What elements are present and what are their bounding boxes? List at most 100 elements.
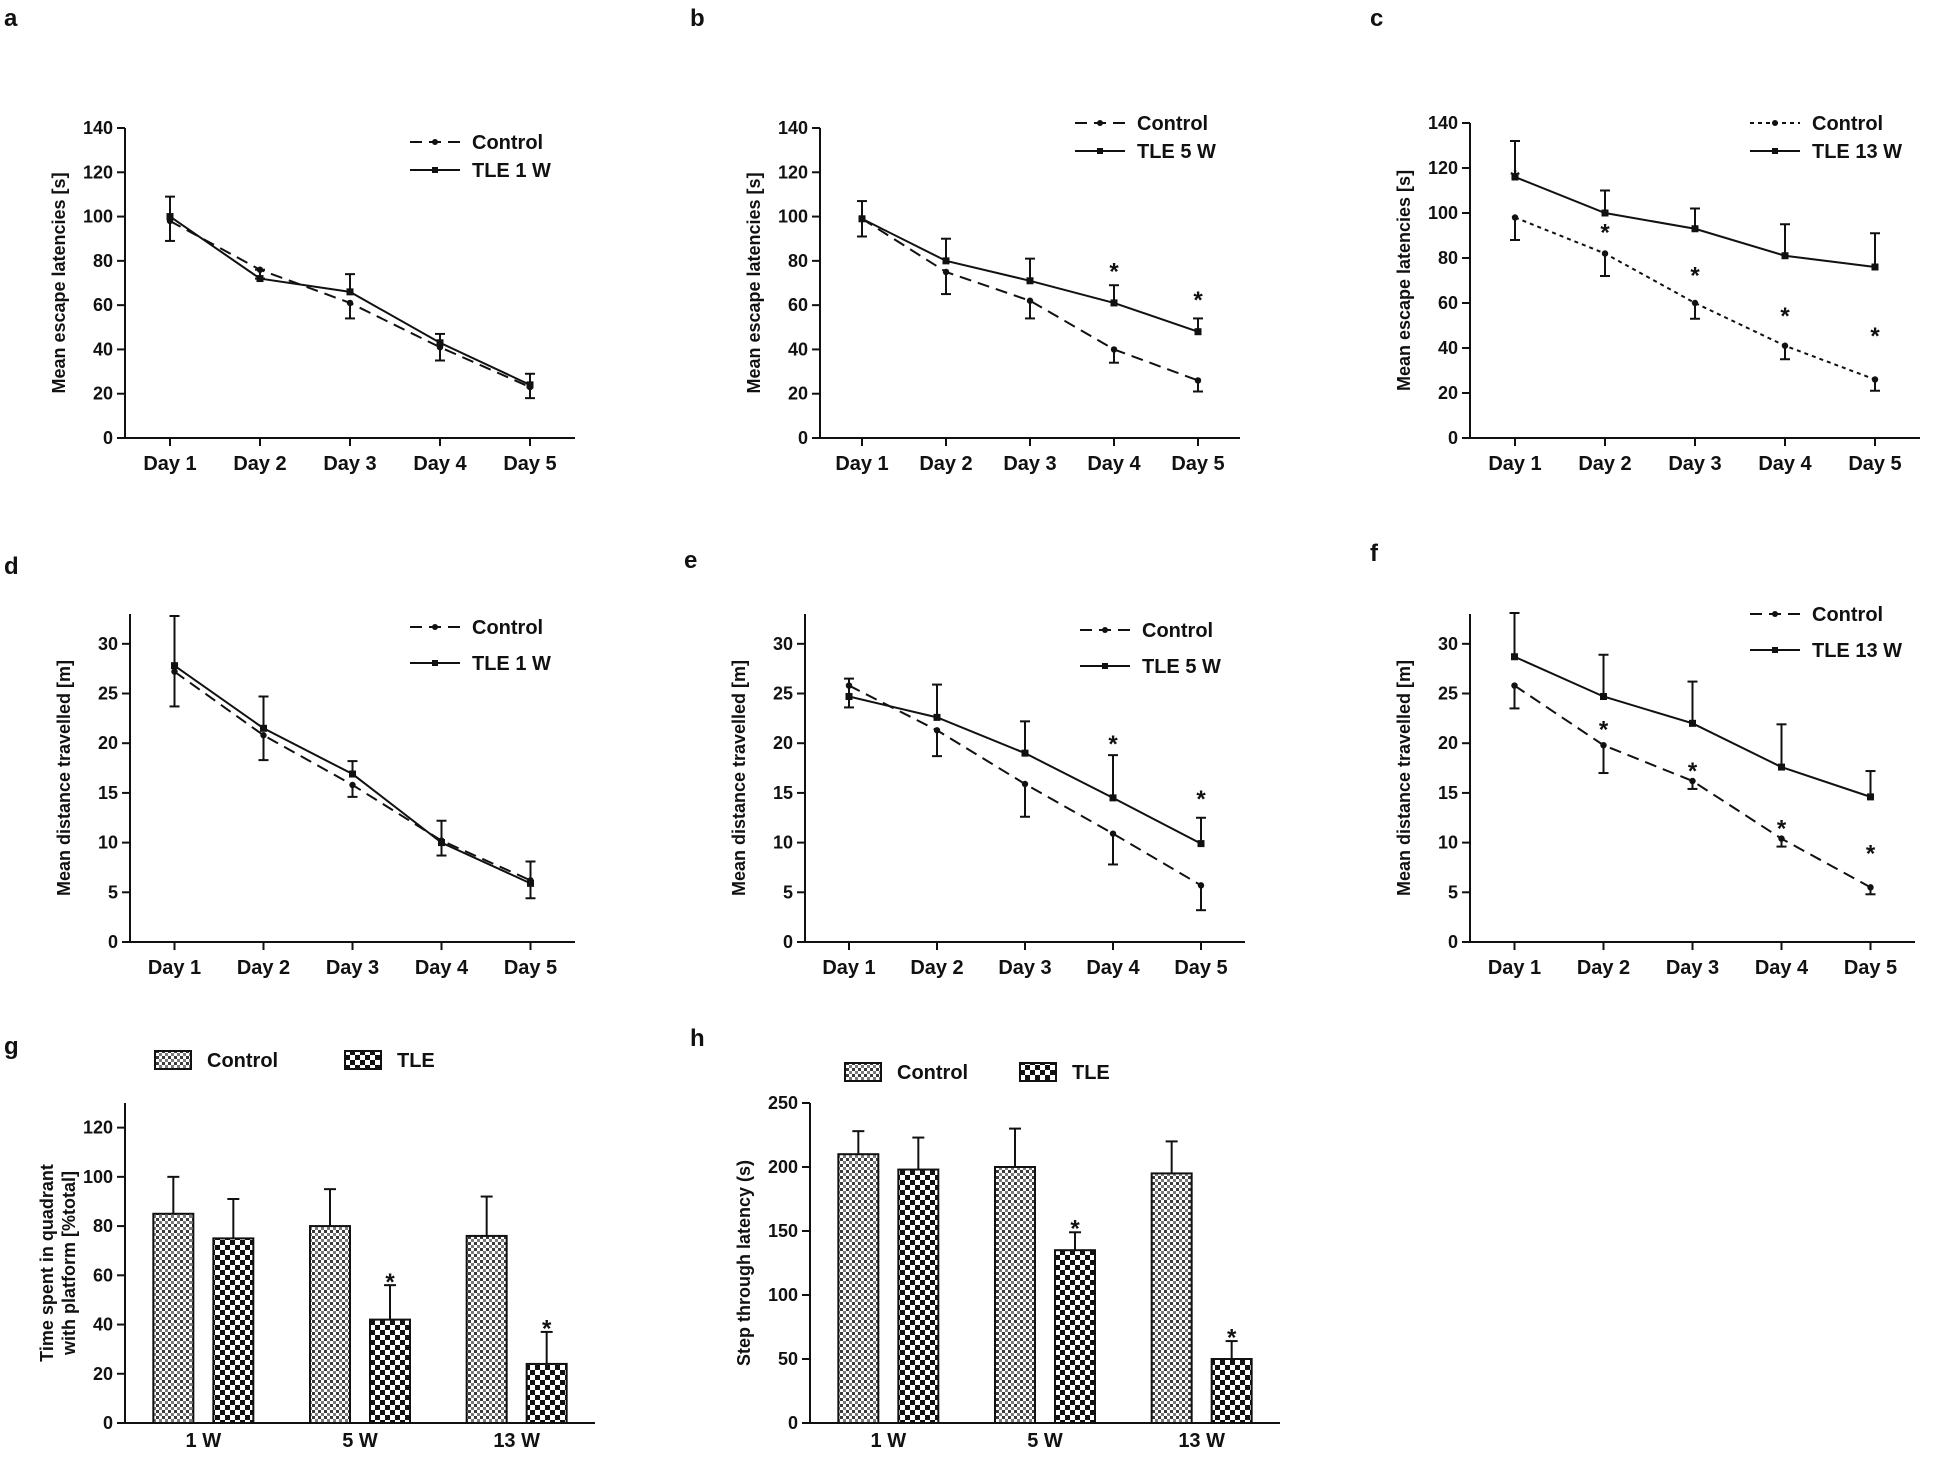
x-tick-label: Day 1: [835, 453, 888, 475]
panel-label: d: [4, 553, 19, 580]
y-axis-label: Mean escape latencies [s]: [1394, 170, 1414, 391]
data-point: [349, 781, 356, 789]
series-control: [1510, 214, 1880, 392]
legend-label: TLE 13 W: [1812, 640, 1902, 662]
y-tick-label: 150: [768, 1221, 798, 1241]
data-point: [1109, 794, 1117, 802]
bar: [525, 1362, 568, 1425]
data-point: [1781, 342, 1789, 349]
legend-label: TLE 1 W: [472, 653, 551, 675]
significance-marker: *: [1780, 303, 1790, 330]
x-tick-label: 5 W: [342, 1430, 378, 1452]
y-tick-label: 0: [1448, 932, 1458, 952]
y-tick-label: 0: [103, 428, 113, 448]
panel-label: g: [4, 1033, 19, 1060]
bar: [465, 1234, 508, 1425]
legend-marker: [1772, 647, 1778, 653]
x-tick-label: Day 3: [998, 957, 1051, 979]
y-tick-label: 5: [1448, 882, 1458, 902]
data-point: [1601, 209, 1609, 217]
significance-marker: *: [385, 1269, 395, 1296]
data-point: [1194, 377, 1202, 384]
data-point: [1110, 346, 1118, 353]
y-tick-label: 80: [93, 1216, 113, 1236]
x-tick-label: Day 3: [1003, 453, 1056, 475]
y-tick-label: 40: [1438, 338, 1458, 358]
significance-marker: *: [1777, 816, 1787, 843]
data-point: [1511, 682, 1518, 689]
x-tick-label: Day 4: [1758, 453, 1812, 475]
significance-marker: *: [1070, 1216, 1080, 1243]
data-point: [1778, 835, 1785, 842]
legend-label: Control: [1812, 113, 1883, 135]
x-tick-label: Day 1: [1488, 957, 1541, 979]
data-point: [349, 770, 356, 778]
legend-label: Control: [207, 1050, 278, 1072]
y-tick-label: 80: [93, 251, 113, 271]
y-tick-label: 100: [83, 207, 113, 227]
y-tick-label: 20: [98, 733, 118, 753]
panel-label: a: [4, 5, 18, 32]
chart-c: c 0 20 40 60 80 100 120 140 Mean escape latencies…: [1370, 5, 1920, 475]
legend-label: Control: [1142, 620, 1213, 642]
y-tick-label: 20: [1438, 733, 1458, 753]
y-tick-label: 0: [103, 1413, 113, 1433]
x-tick-label: Day 3: [326, 957, 379, 979]
data-point: [1197, 882, 1205, 889]
x-tick-label: Day 4: [413, 453, 467, 475]
y-tick-label: 40: [93, 1315, 113, 1335]
series-tle-5-w: [844, 677, 1206, 848]
legend-label: TLE 5 W: [1137, 141, 1216, 163]
x-tick-label: Day 5: [504, 957, 557, 979]
y-tick-label: 15: [773, 783, 793, 803]
y-tick-label: 120: [83, 162, 113, 182]
x-tick-label: 13 W: [493, 1430, 540, 1452]
panel-label: b: [690, 5, 705, 32]
series-control: [844, 682, 1206, 912]
y-tick-label: 25: [1438, 684, 1458, 704]
legend-label: Control: [897, 1062, 968, 1084]
panel-label: e: [684, 547, 697, 574]
data-point: [256, 275, 264, 283]
data-point: [1026, 297, 1034, 304]
data-point: [1110, 299, 1118, 307]
y-axis-label: Time spent in quadrant with platform [%to…: [37, 1164, 79, 1362]
significance-marker: *: [1690, 262, 1700, 289]
legend-label: TLE 13 W: [1812, 141, 1902, 163]
data-point: [933, 713, 941, 721]
x-tick-label: Day 5: [1844, 957, 1897, 979]
x-tick-label: Day 2: [237, 957, 290, 979]
y-tick-label: 80: [788, 251, 808, 271]
data-point: [942, 257, 950, 265]
bar: [369, 1318, 411, 1424]
bar: [309, 1225, 351, 1424]
y-tick-label: 10: [98, 833, 118, 853]
significance-marker: *: [1109, 258, 1119, 285]
series-tle: [897, 1136, 1253, 1425]
data-point: [346, 288, 354, 296]
legend-label: TLE 1 W: [472, 160, 551, 182]
significance-marker: *: [1600, 220, 1610, 247]
y-tick-label: 0: [783, 932, 793, 952]
y-tick-label: 140: [778, 118, 808, 138]
x-tick-label: Day 5: [1174, 957, 1227, 979]
y-tick-label: 20: [93, 384, 113, 404]
data-point: [1778, 763, 1785, 771]
significance-marker: *: [1193, 287, 1203, 314]
bar: [897, 1168, 940, 1425]
series-tle-1-w: [165, 195, 535, 389]
legend-label: TLE: [397, 1050, 435, 1072]
y-tick-label: 10: [773, 833, 793, 853]
y-axis-label: Mean escape latencies [s]: [49, 172, 69, 393]
series-line: [1514, 216, 1876, 381]
series-control: [152, 1175, 508, 1425]
y-tick-label: 15: [1438, 783, 1458, 803]
y-axis-label-line: with platform [%total]: [59, 1171, 79, 1356]
data-point: [1691, 225, 1699, 233]
legend-swatch: [154, 1050, 192, 1070]
y-axis-label: Step through latency (s): [734, 1160, 754, 1366]
data-point: [1781, 252, 1789, 260]
series-tle-13-w: [1509, 612, 1876, 801]
y-tick-label: 25: [98, 684, 118, 704]
y-axis-label: Mean escape latencies [s]: [744, 172, 764, 393]
